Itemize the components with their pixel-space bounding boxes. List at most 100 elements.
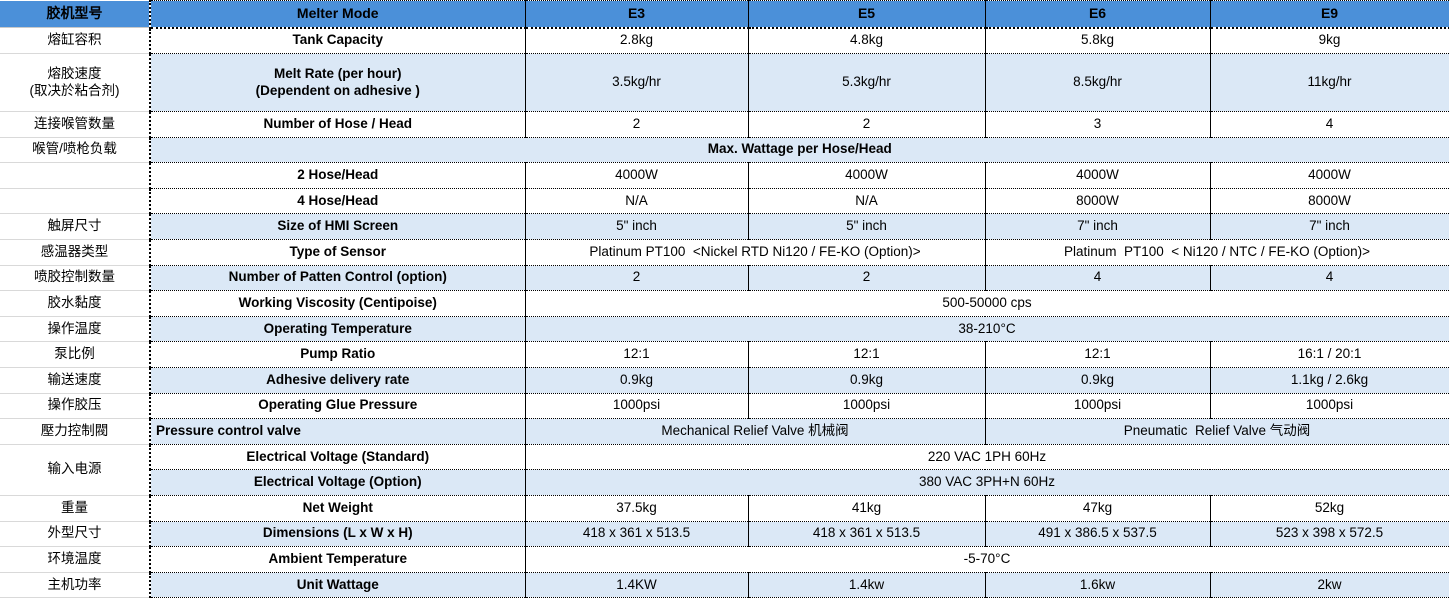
value-e3: 2: [524, 265, 748, 292]
value-e3: 3.5kg/hr: [524, 53, 748, 112]
value-e9: 2kw: [1209, 572, 1449, 598]
en-label: Electrical Voltage (Standard): [150, 444, 525, 471]
value-e5: 418 x 361 x 513.5: [747, 521, 985, 548]
value-e5: 2: [747, 111, 985, 138]
en-label: Working Viscosity (Centipoise): [150, 290, 525, 317]
row-unit-wattage: 主机功率 Unit Wattage 1.4KW 1.4kw 1.6kw 2kw: [0, 572, 1449, 598]
value-e3: 418 x 361 x 513.5: [524, 521, 748, 548]
value-e6-e9: Platinum PT100 < Ni120 / NTC / FE-KO (Op…: [984, 239, 1449, 266]
value-e3: 37.5kg: [524, 495, 748, 522]
cn-label: 主机功率: [0, 572, 151, 598]
row-melt-rate: 熔胶速度 (取决於粘合剂) Melt Rate (per hour) (Depend…: [0, 53, 1449, 112]
value-e9: 1000psi: [1209, 393, 1449, 420]
cn-label: 喉管/喷枪负载: [0, 137, 151, 164]
en-label: Number of Hose / Head: [150, 111, 525, 138]
value-e3: 1.4KW: [524, 572, 748, 598]
en-label: Tank Capacity: [150, 27, 525, 54]
value-e6: 4000W: [984, 162, 1210, 189]
cn-label: 操作胶压: [0, 393, 151, 420]
cn-label-empty: [0, 162, 151, 189]
en-label: Operating Glue Pressure: [150, 393, 525, 420]
cn-label: 熔胶速度 (取决於粘合剂): [0, 53, 151, 112]
cn-label-empty: [0, 188, 151, 215]
value-e9: 1.1kg / 2.6kg: [1209, 367, 1449, 394]
value-e6: 8000W: [984, 188, 1210, 215]
row-sensor-type: 感温器类型 Type of Sensor Platinum PT100 <Nic…: [0, 239, 1449, 266]
header-model-e3: E3: [524, 0, 748, 29]
value-e6: 1.6kw: [984, 572, 1210, 598]
section-title: Max. Wattage per Hose/Head: [150, 137, 1449, 164]
row-net-weight: 重量 Net Weight 37.5kg 41kg 47kg 52kg: [0, 495, 1449, 522]
value-e5: 4.8kg: [747, 27, 985, 54]
cn-label: 外型尺寸: [0, 521, 151, 548]
en-label: Ambient Temperature: [150, 546, 525, 573]
value-e6: 7" inch: [984, 213, 1210, 240]
value-e9: 4000W: [1209, 162, 1449, 189]
row-voltage-option: Electrical Voltage (Option) 380 VAC 3PH+…: [0, 469, 1449, 496]
en-label: Size of HMI Screen: [150, 213, 525, 240]
value-e3: 1000psi: [524, 393, 748, 420]
value-e5: 5.3kg/hr: [747, 53, 985, 112]
header-model-e9: E9: [1209, 0, 1449, 29]
en-label: Melt Rate (per hour) (Dependent on adhesi…: [150, 53, 525, 112]
value-e5: 2: [747, 265, 985, 292]
value-e9: 52kg: [1209, 495, 1449, 522]
en-label: Dimensions (L x W x H): [150, 521, 525, 548]
row-tank-capacity: 熔缸容积 Tank Capacity 2.8kg 4.8kg 5.8kg 9kg: [0, 27, 1449, 54]
value-all-models: 38-210°C: [524, 316, 1449, 343]
value-e9: 4: [1209, 265, 1449, 292]
en-label: Operating Temperature: [150, 316, 525, 343]
row-dimensions: 外型尺寸 Dimensions (L x W x H) 418 x 361 x …: [0, 521, 1449, 548]
value-e3-e5: Mechanical Relief Valve 机械阀: [524, 418, 985, 445]
header-cn-label: 胶机型号: [0, 0, 151, 28]
value-all-models: 220 VAC 1PH 60Hz: [524, 444, 1449, 471]
row-4-hose-head: 4 Hose/Head N/A N/A 8000W 8000W: [0, 188, 1449, 215]
row-delivery-rate: 输送速度 Adhesive delivery rate 0.9kg 0.9kg …: [0, 367, 1449, 394]
value-e6-e9: Pneumatic Relief Valve 气动阀: [984, 418, 1449, 445]
row-patten-control: 喷胶控制数量 Number of Patten Control (option)…: [0, 265, 1449, 292]
value-e6: 3: [984, 111, 1210, 138]
value-e5: 5" inch: [747, 213, 985, 240]
value-e6: 1000psi: [984, 393, 1210, 420]
value-all-models: 500-50000 cps: [524, 290, 1449, 317]
en-label: Adhesive delivery rate: [150, 367, 525, 394]
value-e5: N/A: [747, 188, 985, 215]
row-2-hose-head: 2 Hose/Head 4000W 4000W 4000W 4000W: [0, 162, 1449, 189]
value-e9: 9kg: [1209, 27, 1449, 54]
value-e5: 1000psi: [747, 393, 985, 420]
value-e9: 16:1 / 20:1: [1209, 341, 1449, 368]
cn-label: 胶水黏度: [0, 290, 151, 317]
row-glue-pressure: 操作胶压 Operating Glue Pressure 1000psi 100…: [0, 393, 1449, 420]
value-e3: 5" inch: [524, 213, 748, 240]
value-e5: 1.4kw: [747, 572, 985, 598]
cn-label: 操作温度: [0, 316, 151, 343]
en-label: Pressure control valve: [150, 418, 525, 445]
value-e5: 41kg: [747, 495, 985, 522]
cn-label: 输送速度: [0, 367, 151, 394]
value-e3: 4000W: [524, 162, 748, 189]
cn-label: 环境温度: [0, 546, 151, 573]
row-hmi-screen: 触屏尺寸 Size of HMI Screen 5" inch 5" inch …: [0, 213, 1449, 240]
header-melter-mode: Melter Mode: [150, 0, 525, 29]
en-label: Electrical Voltage (Option): [150, 469, 525, 496]
value-e3: 12:1: [524, 341, 748, 368]
cn-label: 连接喉管数量: [0, 111, 151, 138]
value-e9: 8000W: [1209, 188, 1449, 215]
row-max-wattage-section: 喉管/喷枪负载 Max. Wattage per Hose/Head: [0, 137, 1449, 164]
value-e3-e5: Platinum PT100 <Nickel RTD Ni120 / FE-KO…: [524, 239, 985, 266]
value-e6: 4: [984, 265, 1210, 292]
en-label: Type of Sensor: [150, 239, 525, 266]
value-e3: 0.9kg: [524, 367, 748, 394]
value-e5: 12:1: [747, 341, 985, 368]
value-e3: 2.8kg: [524, 27, 748, 54]
header-row: 胶机型号 Melter Mode E3 E5 E6 E9: [0, 0, 1449, 29]
row-pressure-valve: 壓力控制閥 Pressure control valve Mechanical …: [0, 418, 1449, 445]
header-model-e6: E6: [984, 0, 1210, 29]
row-ambient-temperature: 环境温度 Ambient Temperature -5-70°C: [0, 546, 1449, 573]
value-e9: 4: [1209, 111, 1449, 138]
value-e3: N/A: [524, 188, 748, 215]
value-e9: 7" inch: [1209, 213, 1449, 240]
row-hose-count: 连接喉管数量 Number of Hose / Head 2 2 3 4: [0, 111, 1449, 138]
value-all-models: -5-70°C: [524, 546, 1449, 573]
cn-label: 壓力控制閥: [0, 418, 151, 445]
